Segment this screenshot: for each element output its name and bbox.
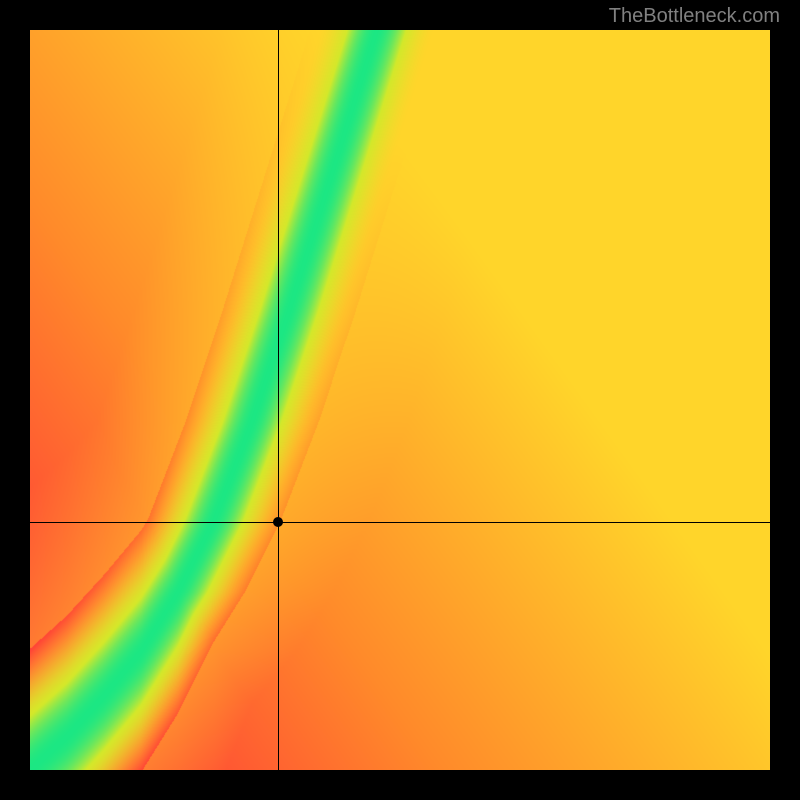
crosshair-vertical — [278, 30, 279, 770]
crosshair-horizontal — [30, 522, 770, 523]
heatmap-plot — [30, 30, 770, 770]
heatmap-canvas — [30, 30, 770, 770]
watermark-text: TheBottleneck.com — [609, 5, 780, 28]
crosshair-point — [273, 517, 283, 527]
